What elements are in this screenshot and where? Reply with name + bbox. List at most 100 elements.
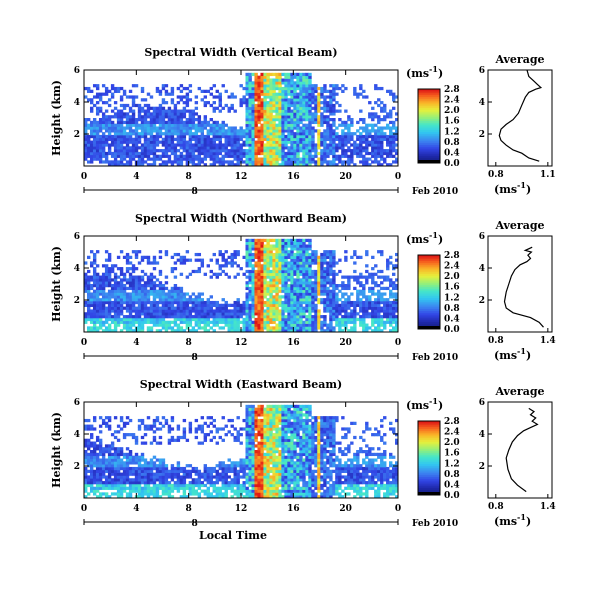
heatmap-cell [143,427,148,431]
heatmap-cell [263,320,267,324]
heatmap-cell [191,315,196,319]
heatmap-cell [89,427,94,431]
heatmap-cell [179,295,184,299]
heatmap-cell [377,86,381,91]
heatmap-cell [161,326,166,330]
heatmap-cell [152,483,157,488]
heatmap-cell [149,272,154,276]
heatmap-cell [137,160,142,164]
heatmap-cell [248,95,252,99]
heatmap-cell [269,272,273,276]
heatmap-cell [89,464,94,468]
heatmap-cell [368,129,372,133]
heatmap-cell [269,281,273,285]
heatmap-cell [131,250,136,254]
heatmap-cell [182,106,187,110]
heatmap-cell [149,317,154,322]
heatmap-cell [299,323,303,327]
heatmap-cell [374,312,378,316]
panel-title: Spectral Width (Vertical Beam) [144,46,337,59]
heatmap-cell [257,320,261,324]
heatmap-cell [209,143,213,147]
heatmap-cell [164,160,169,164]
heatmap-cell [233,126,237,130]
heatmap-cell [284,252,288,257]
heatmap-cell [122,129,127,133]
heatmap-cell [92,464,97,468]
colorbar-swatch [418,105,440,108]
heatmap-cell [326,275,330,279]
heatmap-cell [353,261,357,265]
heatmap-cell [84,151,88,156]
heatmap-cell [107,326,112,330]
heatmap-cell [158,134,163,139]
heatmap-cell [125,315,130,319]
heatmap-cell [296,154,300,158]
heatmap-cell [338,154,342,158]
heatmap-cell [170,269,175,274]
heatmap-cell [206,264,210,268]
heatmap-cell [185,109,190,113]
heatmap-cell [84,275,88,279]
heatmap-cell [116,478,121,482]
heatmap-cell [86,469,91,473]
heatmap-cell [311,300,315,305]
heatmap-cell [131,306,136,310]
heatmap-cell [101,286,106,291]
heatmap-cell [308,323,312,327]
heatmap-cell [311,118,315,122]
colorbar-swatch [418,109,440,112]
heatmap-cell [248,258,252,262]
heatmap-cell [185,101,190,105]
heatmap-cell [278,252,282,257]
heatmap-cell [377,120,381,125]
heatmap-cell [308,272,312,276]
heatmap-cell [278,129,282,133]
heatmap-cell [98,326,103,330]
heatmap-cell [140,458,145,462]
heatmap-cell [281,134,285,139]
heatmap-cell [107,134,112,139]
heatmap-cell [194,303,199,307]
heatmap-cell [122,137,127,141]
heatmap-cell [314,289,318,293]
heatmap-cell [260,267,264,271]
heatmap-cell [215,95,219,99]
heatmap-cell [314,120,318,125]
heatmap-cell [227,134,231,139]
heatmap-cell [290,157,294,161]
heatmap-cell [104,275,109,279]
heatmap-cell [92,118,97,122]
heatmap-cell [344,298,348,302]
heatmap-cell [176,140,181,144]
heatmap-cell [299,264,303,268]
heatmap-cell [209,140,213,144]
heatmap-cell [311,146,315,150]
heatmap-cell [185,317,190,322]
heatmap-cell [185,306,190,310]
heatmap-cell [149,300,154,305]
heatmap-cell [245,106,249,110]
heatmap-cell [224,258,228,262]
heatmap-cell [95,435,100,440]
heatmap-cell [320,281,324,285]
heatmap-cell [284,317,288,322]
heatmap-cell [326,137,330,141]
heatmap-cell [323,115,327,119]
heatmap-cell [92,126,97,130]
heatmap-cell [359,86,363,91]
heatmap-cell [92,329,97,333]
heatmap-cell [101,272,106,276]
heatmap-cell [254,154,258,158]
heatmap-cell [299,84,303,88]
heatmap-cell [275,306,279,310]
heatmap-cell [305,109,309,113]
heatmap-cell [245,247,249,251]
heatmap-cell [131,303,136,307]
heatmap-cell [143,109,148,113]
heatmap-cell [197,137,202,141]
heatmap-cell [290,84,294,88]
heatmap-cell [155,132,160,136]
heatmap-cell [350,292,354,296]
